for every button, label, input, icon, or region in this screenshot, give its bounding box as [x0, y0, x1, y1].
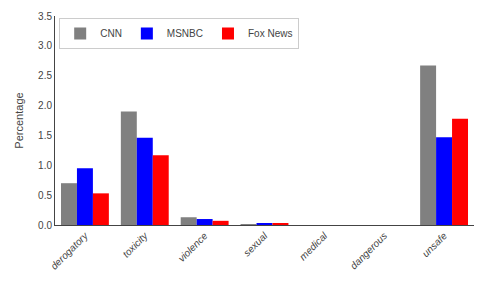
svg-text:Fox News: Fox News	[248, 28, 292, 39]
svg-text:Percentage: Percentage	[13, 92, 25, 148]
svg-text:3.0: 3.0	[38, 40, 52, 51]
svg-text:sexual: sexual	[241, 230, 270, 259]
svg-text:2.5: 2.5	[38, 70, 52, 81]
svg-text:MSNBC: MSNBC	[167, 28, 203, 39]
svg-text:0.5: 0.5	[38, 190, 52, 201]
svg-text:3.5: 3.5	[38, 11, 52, 22]
svg-text:violence: violence	[176, 230, 210, 264]
svg-text:toxicity: toxicity	[120, 229, 150, 259]
svg-text:2.0: 2.0	[38, 100, 52, 111]
svg-text:unsafe: unsafe	[420, 230, 449, 259]
svg-text:1.0: 1.0	[38, 160, 52, 171]
svg-text:0.0: 0.0	[38, 220, 52, 231]
svg-text:CNN: CNN	[100, 28, 122, 39]
svg-text:1.5: 1.5	[38, 130, 52, 141]
svg-text:dangerous: dangerous	[348, 230, 389, 271]
svg-text:derogatory: derogatory	[48, 229, 90, 271]
svg-text:medical: medical	[297, 230, 330, 263]
